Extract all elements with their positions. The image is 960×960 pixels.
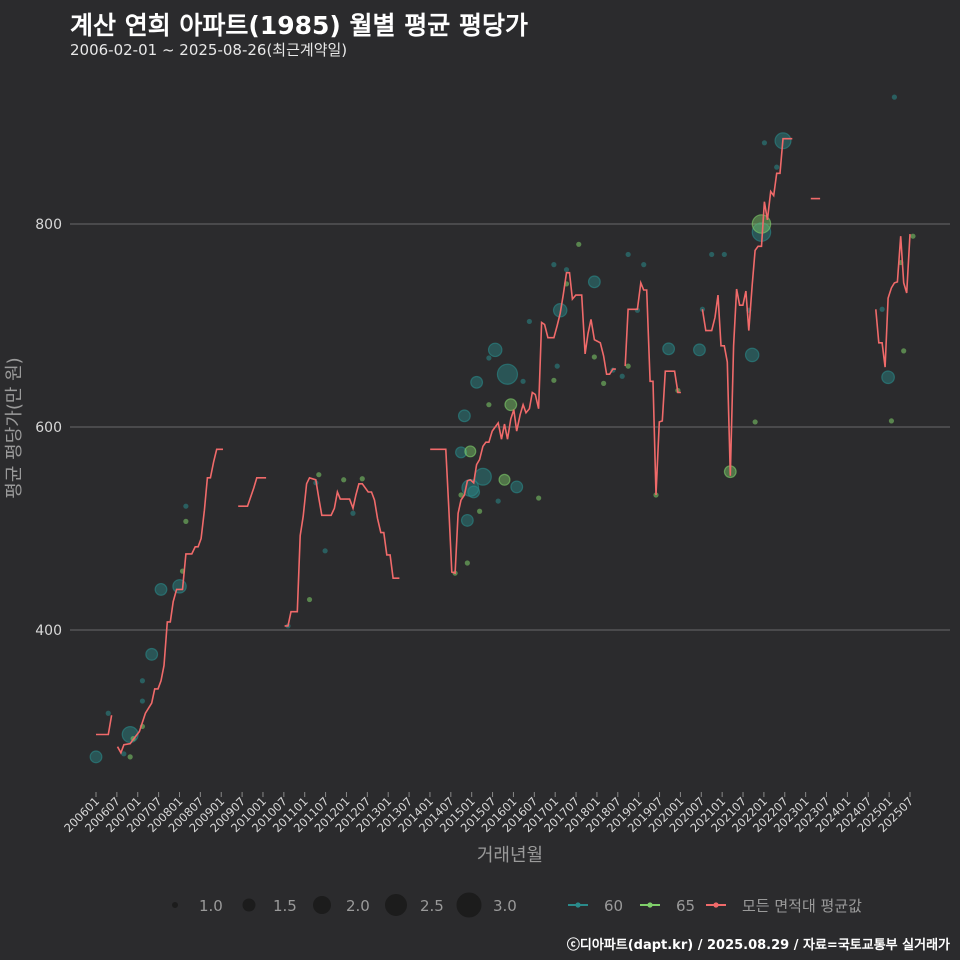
source-caption: ⓒ디아파트(dapt.kr) / 2025.08.29 / 자료=국토교통부 실… bbox=[566, 938, 950, 953]
x-axis-label: 거래년월 bbox=[477, 845, 543, 866]
point-series-65 bbox=[359, 476, 365, 482]
point-series-65 bbox=[910, 233, 916, 239]
avg-line-segment bbox=[284, 476, 400, 627]
point-series-65 bbox=[888, 418, 895, 424]
point-series-60 bbox=[350, 510, 356, 516]
point-series-60 bbox=[139, 678, 146, 684]
legend-size-label: 1.0 bbox=[199, 897, 223, 915]
point-series-60 bbox=[709, 251, 715, 258]
point-series-60 bbox=[495, 498, 501, 504]
point-series-60 bbox=[487, 342, 503, 358]
legend-size-label: 2.0 bbox=[346, 897, 370, 915]
point-series-65 bbox=[625, 363, 631, 369]
chart-subtitle: 2006-02-01 ~ 2025-08-26(최근계약일) bbox=[70, 41, 348, 59]
point-series-65 bbox=[306, 596, 313, 603]
point-series-60 bbox=[322, 548, 328, 554]
point-series-60 bbox=[551, 262, 557, 268]
point-series-60 bbox=[183, 503, 189, 509]
point-series-60 bbox=[563, 267, 570, 273]
avg-line-segment bbox=[430, 271, 616, 575]
legend-size-swatch bbox=[456, 892, 482, 918]
point-series-60 bbox=[455, 446, 468, 459]
point-series-60 bbox=[699, 306, 706, 312]
point-series-60 bbox=[145, 647, 159, 661]
avg-line-segment bbox=[701, 137, 793, 476]
point-series-60 bbox=[881, 370, 895, 385]
point-series-60 bbox=[470, 375, 484, 389]
point-series-65 bbox=[477, 508, 483, 514]
point-series-60 bbox=[891, 94, 898, 100]
point-series-65 bbox=[464, 445, 477, 458]
point-series-60 bbox=[693, 343, 706, 357]
point-series-65 bbox=[576, 241, 582, 247]
y-axis-label: 평균 평당가(만 원) bbox=[4, 357, 25, 498]
point-series-60 bbox=[89, 750, 103, 764]
chart-title: 계산 연희 아파트(1985) 월별 평균 평당가 bbox=[70, 11, 528, 40]
y-tick-label: 600 bbox=[35, 420, 62, 436]
point-series-60 bbox=[619, 373, 625, 379]
point-series-60 bbox=[139, 698, 146, 704]
avg-line-segment bbox=[875, 234, 911, 368]
point-series-60 bbox=[467, 485, 481, 499]
point-series-65 bbox=[316, 472, 322, 478]
legend-size-swatch bbox=[172, 902, 178, 908]
point-series-60 bbox=[879, 306, 885, 312]
legend-color-dot bbox=[713, 902, 719, 908]
point-series-60 bbox=[587, 275, 601, 289]
point-series-65 bbox=[458, 492, 464, 498]
point-series-60 bbox=[457, 409, 471, 423]
point-series-65 bbox=[901, 348, 907, 354]
avg-line-segment bbox=[116, 448, 223, 755]
point-series-60 bbox=[761, 140, 768, 146]
point-series-60 bbox=[105, 710, 111, 716]
point-series-60 bbox=[473, 467, 492, 486]
legend-color-label: 모든 면적대 평균값 bbox=[742, 897, 862, 915]
legend-color-label: 65 bbox=[676, 897, 695, 915]
point-series-65 bbox=[341, 477, 347, 483]
point-series-60 bbox=[641, 262, 647, 268]
point-series-60 bbox=[554, 363, 560, 369]
point-series-60 bbox=[662, 342, 676, 356]
point-series-65 bbox=[752, 419, 758, 425]
point-series-60 bbox=[526, 318, 532, 325]
point-series-65 bbox=[183, 518, 189, 524]
avg-line-segment bbox=[238, 477, 267, 507]
legend-size-label: 2.5 bbox=[420, 897, 444, 915]
point-series-60 bbox=[774, 164, 780, 170]
legend-size-swatch bbox=[313, 896, 331, 914]
point-series-60 bbox=[172, 579, 187, 594]
y-tick-label: 400 bbox=[35, 623, 62, 639]
point-series-65 bbox=[536, 495, 542, 501]
legend-size-swatch bbox=[385, 894, 407, 916]
point-series-65 bbox=[127, 754, 133, 760]
point-series-65 bbox=[498, 473, 511, 486]
point-series-65 bbox=[486, 402, 492, 408]
point-series-60 bbox=[721, 251, 727, 258]
point-series-65 bbox=[464, 560, 470, 566]
point-series-60 bbox=[496, 363, 519, 385]
avg-line-segment bbox=[96, 715, 113, 736]
point-series-65 bbox=[601, 380, 607, 386]
legend-color-dot bbox=[647, 902, 653, 908]
point-series-65 bbox=[591, 354, 597, 360]
point-series-65 bbox=[551, 377, 557, 383]
point-series-60 bbox=[486, 355, 492, 361]
point-series-65 bbox=[751, 214, 772, 234]
point-series-60 bbox=[154, 582, 168, 596]
point-series-60 bbox=[510, 480, 524, 494]
avg-line-segment bbox=[624, 279, 681, 496]
legend-color-label: 60 bbox=[604, 897, 623, 915]
point-series-60 bbox=[625, 251, 631, 258]
legend-size-swatch bbox=[242, 898, 256, 912]
point-series-65 bbox=[504, 398, 518, 412]
point-series-60 bbox=[744, 347, 760, 363]
y-tick-label: 800 bbox=[35, 217, 62, 233]
point-series-60 bbox=[460, 513, 474, 527]
legend-color-dot bbox=[575, 902, 581, 908]
legend-size-label: 3.0 bbox=[493, 897, 517, 915]
point-series-60 bbox=[520, 378, 526, 384]
legend-size-label: 1.5 bbox=[273, 897, 297, 915]
point-series-60 bbox=[121, 751, 127, 757]
